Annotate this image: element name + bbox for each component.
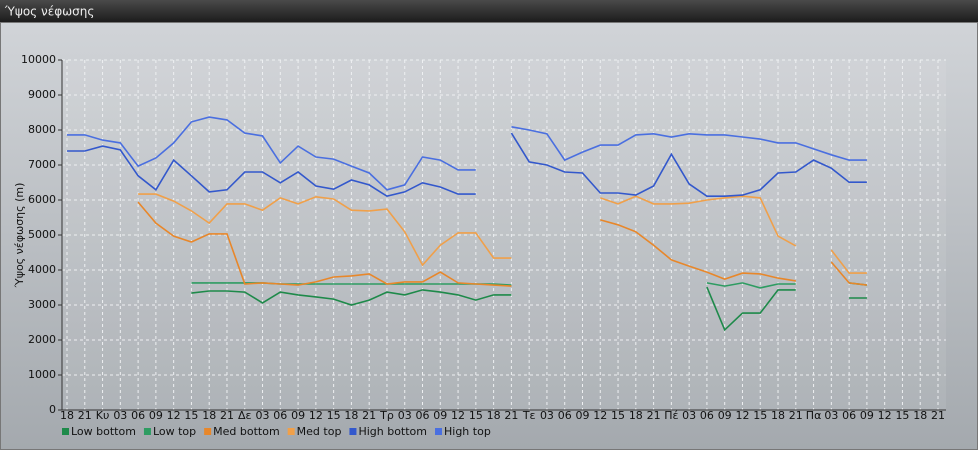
- x-tick-label: 06: [558, 409, 572, 422]
- x-tick-label: 06: [842, 409, 856, 422]
- x-tick-label: 12: [309, 409, 323, 422]
- y-tick-label: 5000: [28, 228, 56, 241]
- window-title: Ύψος νέφωσης: [4, 5, 94, 19]
- series-line: [138, 193, 867, 274]
- legend-label: Low bottom: [71, 425, 136, 438]
- y-tick-label: 8000: [28, 123, 56, 136]
- series-line: [67, 116, 867, 191]
- x-tick-label: 09: [291, 409, 305, 422]
- x-tick-label: 06: [273, 409, 287, 422]
- x-tick-label: 18: [60, 409, 74, 422]
- legend-label: Med bottom: [213, 425, 280, 438]
- x-tick-label: 15: [753, 409, 767, 422]
- series-line: [67, 132, 867, 198]
- x-tick-label: 21: [78, 409, 92, 422]
- x-tick-label: Δε: [238, 409, 252, 422]
- x-tick-label: 06: [700, 409, 714, 422]
- y-tick-label: 6000: [28, 193, 56, 206]
- x-tick-label: 21: [789, 409, 803, 422]
- legend-label: Low top: [153, 425, 196, 438]
- series-line: [191, 286, 867, 332]
- x-tick-label: 03: [398, 409, 412, 422]
- x-tick-label: 18: [771, 409, 785, 422]
- x-tick-label: 21: [647, 409, 661, 422]
- x-tick-label: Τρ: [379, 409, 394, 422]
- x-tick-label: Πα: [806, 409, 822, 422]
- y-tick-label: 2000: [28, 333, 56, 346]
- legend-swatch: [62, 428, 69, 435]
- x-tick-label: 12: [878, 409, 892, 422]
- legend-label: High top: [444, 425, 491, 438]
- x-tick-label: 06: [416, 409, 430, 422]
- x-tick-label: 03: [113, 409, 127, 422]
- x-tick-label: 21: [931, 409, 945, 422]
- x-tick-label: 15: [184, 409, 198, 422]
- x-tick-label: 12: [451, 409, 465, 422]
- y-tick-label: 0: [49, 403, 56, 416]
- x-tick-label: 03: [824, 409, 838, 422]
- x-tick-label: 09: [575, 409, 589, 422]
- legend-label: High bottom: [358, 425, 427, 438]
- y-axis-label: Ύψος νέφωσης (m): [13, 183, 26, 289]
- x-tick-label: 18: [913, 409, 927, 422]
- x-tick-label: 03: [682, 409, 696, 422]
- x-tick-label: Πέ: [664, 409, 678, 422]
- legend-swatch: [349, 428, 357, 435]
- x-tick-label: 09: [149, 409, 163, 422]
- x-tick-label: Τε: [522, 409, 536, 422]
- x-tick-label: 21: [220, 409, 234, 422]
- title-bar: [0, 0, 978, 22]
- y-tick-label: 10000: [21, 53, 56, 66]
- x-tick-label: 03: [256, 409, 270, 422]
- x-tick-label: 09: [433, 409, 447, 422]
- x-tick-label: 18: [629, 409, 643, 422]
- x-tick-label: 06: [131, 409, 145, 422]
- x-tick-label: 12: [167, 409, 181, 422]
- x-tick-label: 09: [860, 409, 874, 422]
- legend-swatch: [287, 428, 295, 435]
- x-tick-label: 03: [540, 409, 554, 422]
- x-tick-label: 12: [593, 409, 607, 422]
- legend-swatch: [143, 428, 151, 435]
- x-tick-label: 18: [344, 409, 358, 422]
- x-tick-label: 18: [487, 409, 501, 422]
- legend-swatch: [204, 428, 212, 435]
- x-tick-label: 21: [362, 409, 376, 422]
- y-tick-label: 4000: [28, 263, 56, 276]
- x-tick-label: 21: [504, 409, 518, 422]
- x-tick-label: 15: [327, 409, 341, 422]
- x-tick-label: 15: [611, 409, 625, 422]
- x-tick-label: 09: [718, 409, 732, 422]
- legend-swatch: [435, 428, 442, 435]
- y-tick-label: 9000: [28, 88, 56, 101]
- y-tick-label: 3000: [28, 298, 56, 311]
- x-tick-label: 15: [895, 409, 909, 422]
- x-tick-label: 18: [202, 409, 216, 422]
- y-tick-label: 7000: [28, 158, 56, 171]
- series-line: [137, 201, 867, 287]
- x-tick-label: 15: [469, 409, 483, 422]
- y-tick-label: 1000: [28, 368, 56, 381]
- legend-label: Med top: [297, 425, 342, 438]
- x-tick-label: 12: [735, 409, 749, 422]
- x-tick-label: Κυ: [96, 409, 110, 422]
